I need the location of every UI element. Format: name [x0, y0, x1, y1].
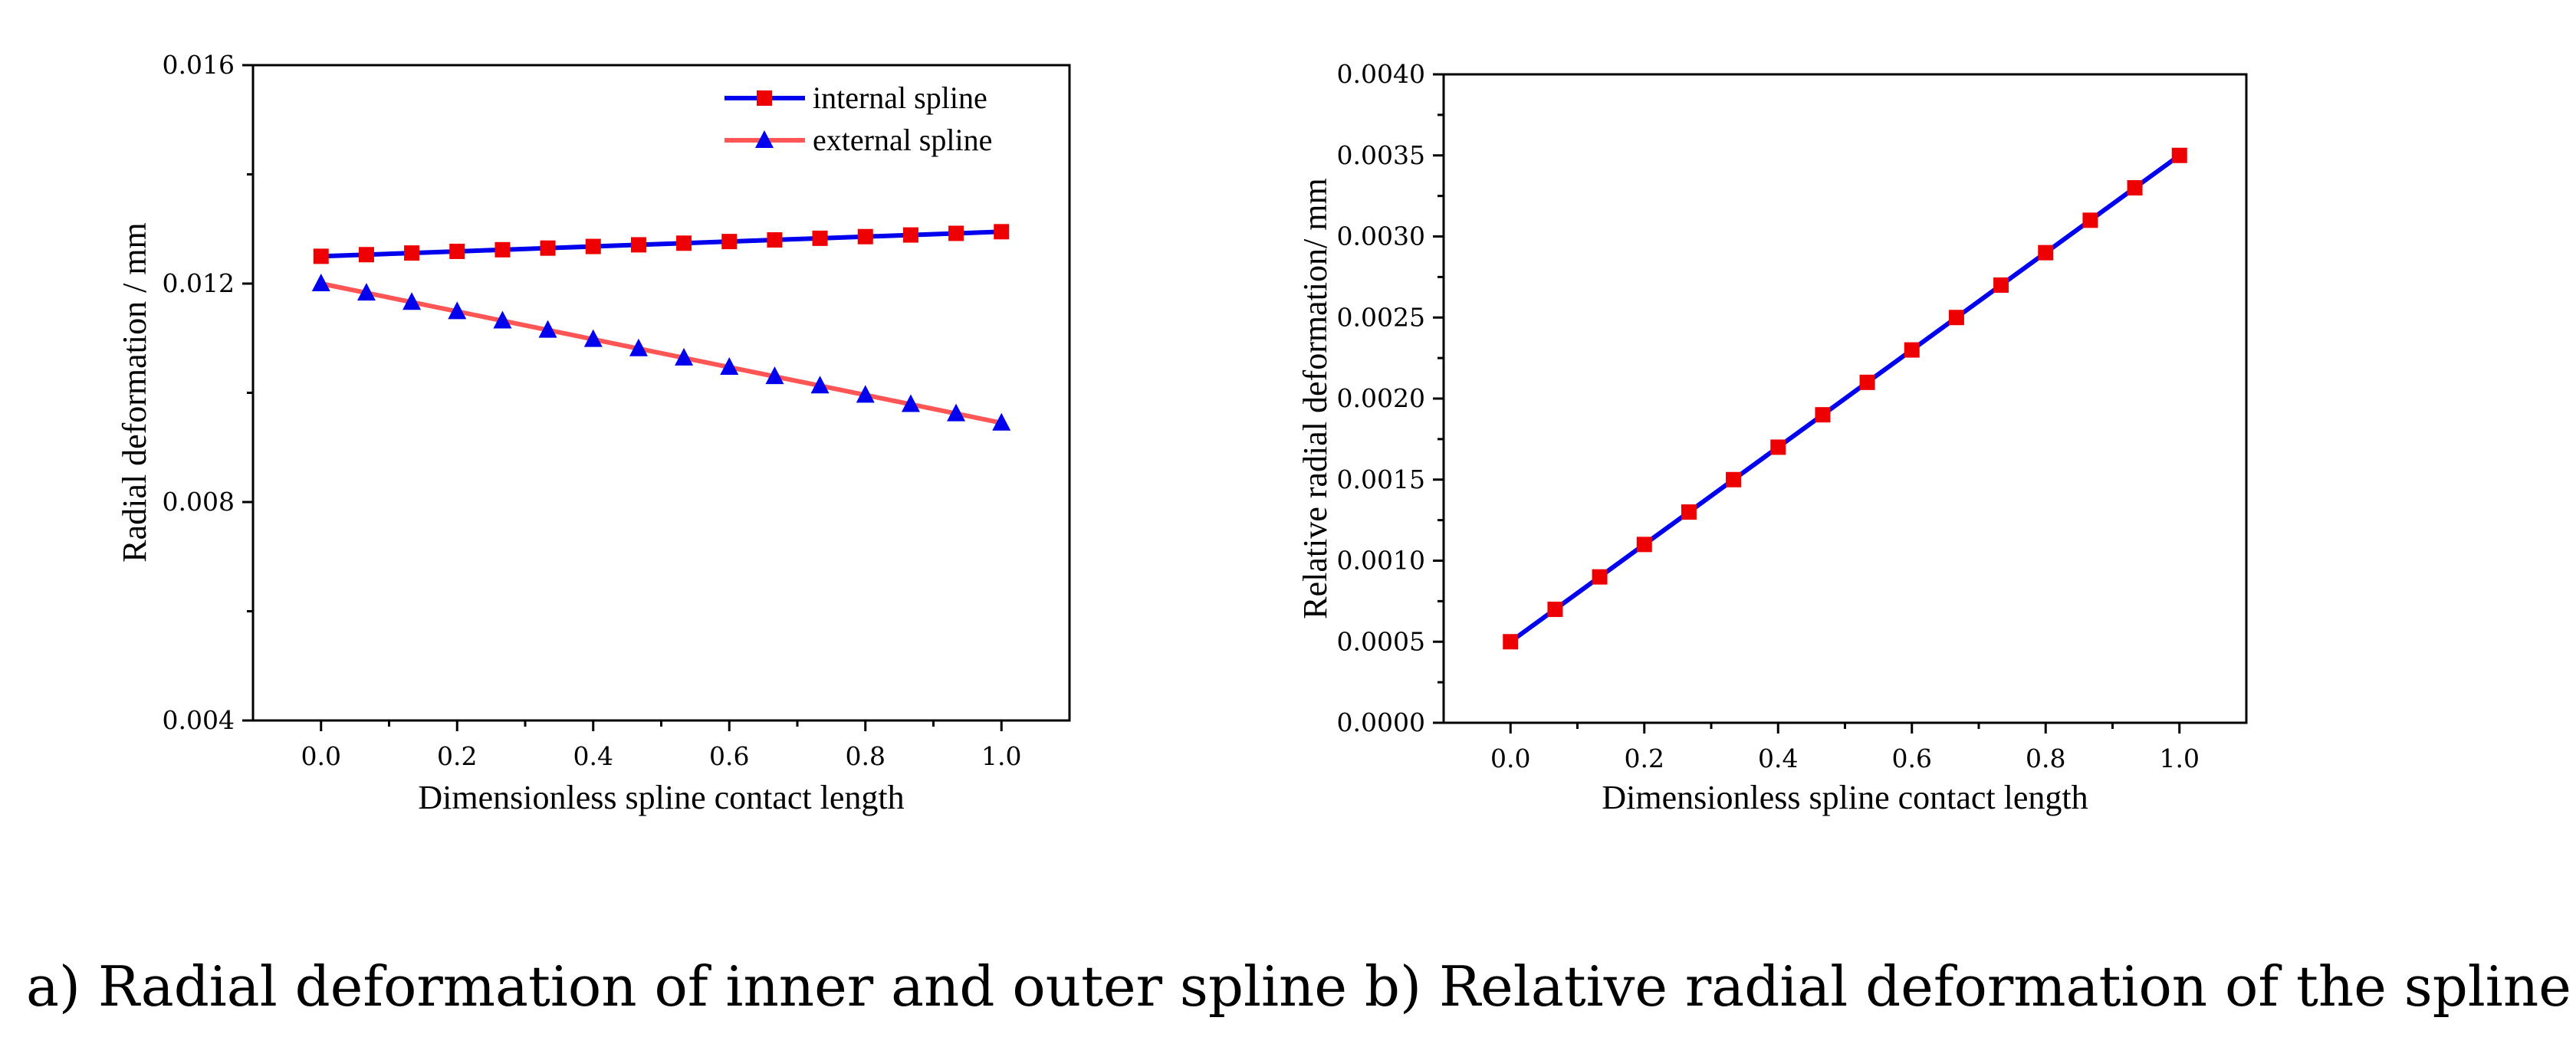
chart-b-y-tick-label: 0.0040	[1337, 59, 1425, 89]
chart-a-legend-external-spline-label: external spline	[813, 123, 992, 157]
chart-b-relative-radial-deformation-point	[1948, 310, 1964, 326]
chart-a-x-tick-label: 0.6	[709, 741, 749, 771]
chart-a-internal-spline-point	[358, 247, 374, 263]
chart-b-relative-radial-deformation-point	[1681, 504, 1697, 520]
chart-a-plot-frame	[251, 64, 1071, 722]
chart-b-x-axis-title: Dimensionless spline contact length	[1602, 779, 2088, 816]
chart-a-external-spline-point	[947, 403, 966, 422]
chart-a-external-spline-point	[402, 292, 422, 310]
chart-b-relative-radial-deformation-point	[2127, 180, 2143, 196]
chart-a-y-tick-label: 0.012	[163, 268, 235, 298]
chart-a-internal-spline-point	[948, 225, 964, 241]
chart-a-internal-spline-point	[404, 245, 420, 261]
chart-a-external-spline-point	[765, 366, 784, 385]
chart-a-internal-spline-point	[994, 224, 1010, 240]
chart-a-external-spline-point	[992, 412, 1011, 431]
chart-a-external-spline-point	[538, 320, 557, 338]
chart-a-internal-spline-point	[495, 241, 511, 258]
chart-a-legend-external-spline-swatch-marker	[755, 130, 774, 148]
chart-a-external-spline-point	[311, 274, 330, 291]
chart-b-relative-radial-deformation-point	[1904, 342, 1920, 358]
chart-b-relative-radial-deformation-point	[2082, 212, 2098, 228]
chart-b-relative-radial-deformation-point	[1815, 407, 1831, 423]
chart-a-external-spline-line	[320, 281, 1002, 425]
chart-a-external-spline-point	[675, 347, 694, 366]
chart-b-y-tick-label: 0.0020	[1337, 383, 1425, 413]
chart-b-relative-radial-deformation-point	[1993, 277, 2009, 293]
chart-b-relative-radial-deformation-point	[1770, 439, 1786, 455]
chart-b-relative-radial-deformation-point	[1503, 634, 1519, 650]
chart-a-internal-spline-point	[449, 243, 465, 259]
chart-a-x-tick-label: 0.8	[846, 741, 886, 771]
chart-a-y-tick-label: 0.004	[163, 705, 235, 735]
chart-b-y-tick-label: 0.0025	[1337, 302, 1425, 332]
chart-b-y-axis-title: Relative radial deformation/ mm	[1296, 178, 1334, 619]
chart-b-y-tick-label: 0.0010	[1337, 546, 1425, 576]
caption-a: a) Radial deformation of inner and outer…	[26, 954, 1347, 1019]
chart-b-y-tick-label: 0.0005	[1337, 626, 1425, 656]
caption-row: a) Radial deformation of inner and outer…	[26, 954, 2576, 1019]
chart-a-external-spline-point	[720, 357, 739, 376]
chart-a-internal-spline-point	[313, 248, 329, 264]
chart-b-relative-radial-deformation-point	[1636, 537, 1652, 553]
chart-b-relative-radial-deformation-line	[1509, 153, 2181, 644]
chart-b-x-tick-label: 0.2	[1625, 743, 1664, 773]
chart-a-internal-spline-point	[812, 230, 828, 246]
chart-b-x-tick-label: 0.0	[1490, 743, 1530, 773]
chart-a-radial-deformation: 0.0 0.2 0.4 0.6 0.8 1.0 0.004 0.008 0.012 0.016 Di…	[116, 50, 1071, 816]
chart-b-relative-radial-deformation: 0.0 0.2 0.4 0.6 0.8 1.0 0.0000 0.0005 0.0010 0.00…	[1296, 59, 2248, 816]
chart-a-internal-spline-point	[630, 237, 646, 253]
chart-a-internal-spline-point	[585, 238, 601, 254]
chart-a-external-spline-point	[583, 329, 603, 347]
chart-a-internal-spline-point	[767, 232, 783, 248]
chart-b-x-tick-label: 0.8	[2026, 743, 2065, 773]
chart-a-x-tick-label: 0.4	[573, 741, 613, 771]
chart-a-external-spline-point	[810, 376, 830, 394]
chart-a-internal-spline-point	[721, 234, 738, 250]
chart-a-y-tick-label: 0.008	[163, 487, 235, 517]
chart-a-internal-spline-line	[320, 229, 1002, 259]
chart-b-y-tick-label: 0.0035	[1337, 140, 1425, 170]
chart-a-internal-spline-point	[902, 227, 918, 243]
chart-b-relative-radial-deformation-point	[1726, 471, 1742, 487]
chart-a-legend-internal-spline-label: internal spline	[813, 80, 987, 115]
chart-b-relative-radial-deformation-point	[1547, 601, 1563, 617]
chart-a-internal-spline-point	[676, 235, 692, 251]
chart-a-external-spline-point	[856, 385, 875, 403]
chart-a-x-tick-label: 1.0	[981, 741, 1021, 771]
chart-a-internal-spline-point	[540, 240, 556, 256]
chart-b-relative-radial-deformation-point	[1859, 374, 1875, 390]
chart-b-x-tick-label: 1.0	[2160, 743, 2200, 773]
chart-b-y-tick-label: 0.0030	[1337, 222, 1425, 251]
chart-b-relative-radial-deformation-point	[2038, 245, 2054, 261]
chart-b-y-tick-label: 0.0015	[1337, 464, 1425, 494]
caption-gap	[1347, 954, 1365, 1019]
chart-a-legend-internal-spline-swatch-marker	[757, 90, 772, 106]
svg-text:a) Radial deformation of inner: a) Radial deformation of inner and outer…	[26, 954, 2576, 1019]
chart-a-external-spline-point	[901, 394, 920, 412]
chart-a-external-spline-point	[629, 338, 648, 356]
chart-b-x-tick-label: 0.6	[1892, 743, 1932, 773]
chart-a-internal-spline-point	[857, 228, 873, 245]
chart-b-relative-radial-deformation-point	[1592, 569, 1608, 585]
chart-a-x-tick-label: 0.2	[437, 741, 477, 771]
chart-a-x-tick-label: 0.0	[301, 741, 341, 771]
caption-b: b) Relative radial deformation of the sp…	[1365, 954, 2576, 1019]
chart-a-external-spline-point	[493, 310, 512, 329]
chart-b-relative-radial-deformation-point	[2171, 147, 2187, 163]
chart-a-external-spline-point	[356, 283, 376, 301]
chart-a-x-axis-title: Dimensionless spline contact length	[418, 779, 904, 816]
chart-a-external-spline-point	[448, 301, 467, 320]
chart-b-x-tick-label: 0.4	[1758, 743, 1798, 773]
chart-b-y-tick-label: 0.0000	[1337, 707, 1425, 737]
chart-a-y-axis-title: Radial deformation / mm	[116, 222, 153, 563]
chart-a-y-tick-label: 0.016	[163, 50, 235, 80]
